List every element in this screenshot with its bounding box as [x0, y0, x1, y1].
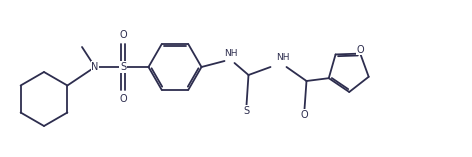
- Text: N: N: [91, 62, 99, 72]
- Text: O: O: [119, 95, 127, 105]
- Text: O: O: [301, 109, 308, 119]
- Text: NH: NH: [224, 49, 237, 59]
- Text: NH: NH: [276, 54, 289, 62]
- Text: S: S: [244, 106, 250, 116]
- Text: O: O: [356, 45, 364, 55]
- Text: O: O: [119, 30, 127, 40]
- Text: S: S: [120, 62, 126, 72]
